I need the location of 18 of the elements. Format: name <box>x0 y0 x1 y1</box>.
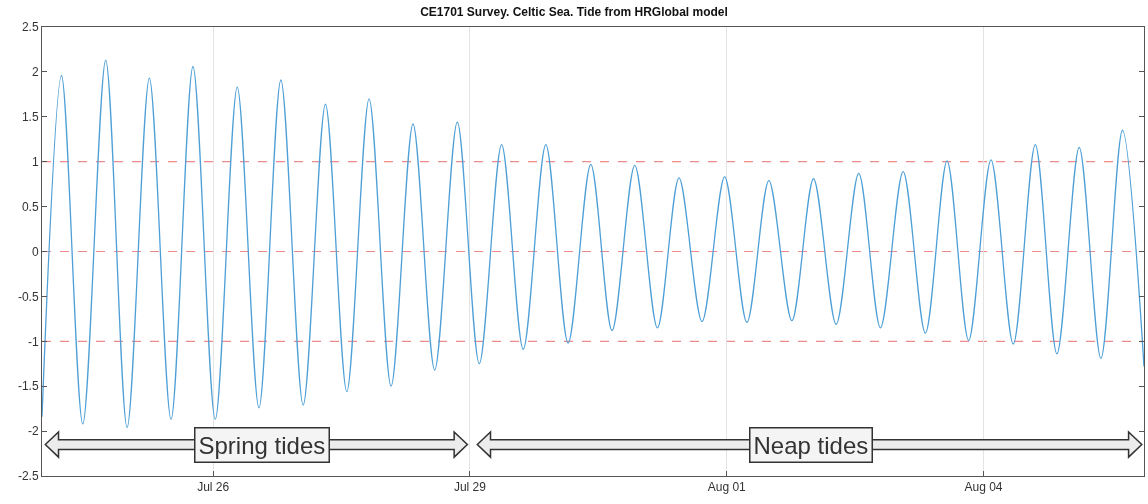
y-tick-label: 2 <box>31 65 39 80</box>
y-tick-label: 2.5 <box>21 20 39 35</box>
x-tick-label: Jul 29 <box>453 480 487 495</box>
y-tick-label: -1.5 <box>17 379 39 394</box>
y-tick-label: 0 <box>31 244 39 259</box>
chart-title: CE1701 Survey. Celtic Sea. Tide from HRGlobal model <box>420 4 728 19</box>
x-tick-label: Aug 04 <box>964 480 1003 495</box>
y-tick-label: -2.5 <box>17 469 39 484</box>
annotation: Spring tides <box>198 431 326 459</box>
y-tick-label: 1.5 <box>21 110 39 124</box>
y-tick-label: 1 <box>31 154 39 169</box>
annotation: Neap tides <box>753 431 869 459</box>
y-tick-label: -2 <box>27 424 39 439</box>
y-tick-label: -0.5 <box>17 289 39 304</box>
x-tick-label: Aug 01 <box>707 480 747 495</box>
y-tick-label: -1 <box>27 334 39 349</box>
x-tick-label: Jul 26 <box>197 480 230 495</box>
y-tick-label: 0.5 <box>21 199 39 214</box>
